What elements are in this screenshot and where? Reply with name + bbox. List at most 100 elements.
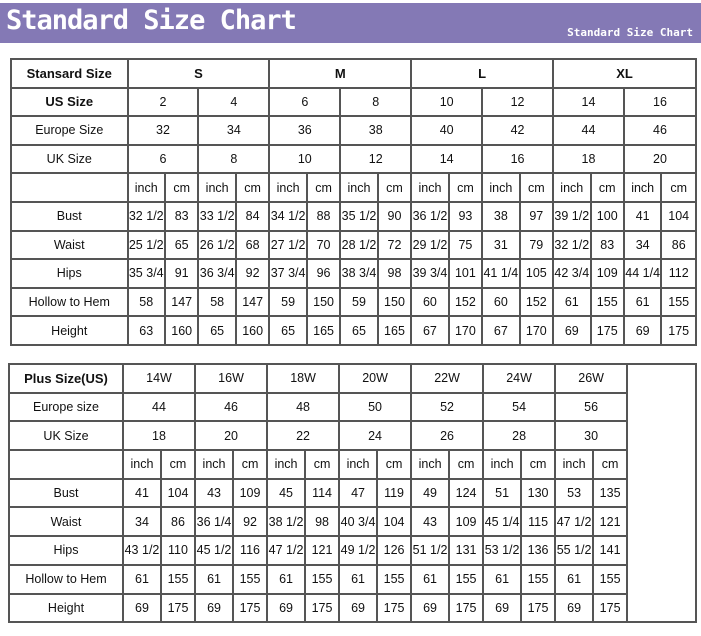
- measure-cell: 147: [234, 286, 271, 318]
- measure-cell: 38 3/4: [339, 258, 379, 289]
- size-cell: 48: [266, 391, 341, 423]
- measure-cell: 69: [194, 592, 235, 624]
- row-label: UK Size: [8, 420, 124, 452]
- measure-cell: 29 1/2: [410, 229, 450, 261]
- unit-header: cm: [376, 449, 413, 480]
- measure-cell: 44 1/4: [622, 258, 663, 289]
- measure-cell: 65: [339, 315, 379, 346]
- measure-cell: 67: [481, 315, 521, 346]
- measure-cell: 43: [410, 506, 451, 538]
- size-cell: 10: [268, 143, 342, 175]
- unit-header: cm: [520, 449, 557, 480]
- measure-cell: 25 1/2: [126, 229, 166, 261]
- measure-cell: 130: [520, 477, 557, 509]
- unit-header: cm: [159, 449, 197, 480]
- size-cell: 24: [338, 420, 413, 452]
- unit-header: cm: [163, 172, 200, 203]
- unit-header: inch: [481, 172, 521, 203]
- measure-cell: 70: [305, 229, 342, 261]
- size-row: UK Size 6 8 10 12 14 16 18 20: [10, 143, 698, 175]
- measure-cell: 61: [122, 563, 162, 595]
- size-cell: 6: [268, 86, 342, 118]
- measure-cell: 104: [376, 506, 413, 538]
- measure-cell: 26 1/2: [197, 229, 237, 261]
- measure-cell: 160: [234, 315, 271, 346]
- row-label: Hollow to Hem: [10, 286, 129, 318]
- unit-header: inch: [268, 172, 308, 203]
- unit-header: inch: [126, 172, 166, 203]
- unit-header: cm: [447, 172, 484, 203]
- measure-cell: 38: [481, 200, 521, 232]
- measure-cell: 75: [447, 229, 484, 261]
- size-cell: 56: [554, 391, 629, 423]
- measure-cell: 47 1/2: [266, 535, 307, 566]
- measure-cell: 160: [163, 315, 200, 346]
- size-cell: 12: [481, 86, 555, 118]
- measure-cell: 31: [481, 229, 521, 261]
- empty-cell: [8, 449, 124, 480]
- empty-column: [626, 362, 698, 624]
- measure-cell: 121: [304, 535, 341, 566]
- measure-cell: 61: [266, 563, 307, 595]
- measure-cell: 61: [554, 563, 595, 595]
- measure-cell: 155: [589, 286, 625, 318]
- standard-size-table: Stansard Size S M L XL US Size 2 4 6 8 10 12 14 16 Eur…: [10, 58, 698, 346]
- measure-cell: 150: [305, 286, 342, 318]
- size-cell: 32: [126, 115, 200, 146]
- measure-cell: 49 1/2: [338, 535, 379, 566]
- measure-cell: 69: [338, 592, 379, 624]
- measure-cell: 38 1/2: [266, 506, 307, 538]
- measure-cell: 69: [122, 592, 162, 624]
- measure-cell: 51 1/2: [410, 535, 451, 566]
- measure-cell: 96: [305, 258, 342, 289]
- size-cell: 8: [339, 86, 413, 118]
- unit-header: cm: [234, 172, 271, 203]
- measure-cell: 32 1/2: [126, 200, 166, 232]
- measure-cell: 69: [622, 315, 663, 346]
- header-banner: Standard Size Chart Standard Size Chart: [0, 3, 701, 43]
- unit-header: inch: [554, 449, 595, 480]
- size-cell: 16: [622, 86, 698, 118]
- measure-cell: 40 3/4: [338, 506, 379, 538]
- measure-cell: 175: [660, 315, 697, 346]
- size-cell: 20: [194, 420, 269, 452]
- measure-row: Bust 41 104 43 109 45 114 47 119 49 124 51 130 53 135: [8, 477, 696, 509]
- measure-cell: 34: [622, 229, 663, 261]
- measure-cell: 27 1/2: [268, 229, 308, 261]
- measure-row: Hollow to Hem 61 155 61 155 61 155 61 155 61 155 61…: [8, 563, 696, 595]
- unit-header: inch: [552, 172, 592, 203]
- measure-cell: 58: [126, 286, 166, 318]
- size-header: 20W: [338, 363, 413, 394]
- measure-cell: 41: [622, 200, 663, 232]
- measure-cell: 39 3/4: [410, 258, 450, 289]
- measure-cell: 98: [304, 506, 341, 538]
- unit-header: inch: [122, 449, 162, 480]
- measure-cell: 175: [232, 592, 269, 624]
- unit-header: inch: [194, 449, 235, 480]
- measure-cell: 147: [163, 286, 200, 318]
- unit-header: cm: [660, 172, 697, 203]
- measure-cell: 83: [589, 229, 625, 261]
- measure-row: Waist 25 1/2 65 26 1/2 68 27 1/2 70 28 1/2 72 29 …: [10, 229, 697, 261]
- measure-cell: 109: [448, 506, 485, 538]
- measure-cell: 165: [376, 315, 413, 346]
- row-label: Hollow to Hem: [8, 563, 124, 595]
- measure-cell: 60: [481, 286, 521, 318]
- measure-cell: 72: [376, 229, 413, 261]
- header-row: Plus Size(US) 14W 16W 18W 20W 22W 24W 26W: [8, 362, 698, 624]
- measure-cell: 63: [126, 315, 166, 346]
- size-cell: 14: [410, 143, 484, 175]
- measure-cell: 61: [482, 563, 523, 595]
- size-group-header: M: [268, 58, 413, 89]
- measure-row: Height 69 175 69 175 69 175 69 175 69 175 69 175 69 17…: [8, 592, 696, 624]
- measure-cell: 98: [376, 258, 413, 289]
- size-row: US Size 2 4 6 8 10 12 14 16: [10, 86, 698, 118]
- row-label: Hips: [10, 258, 129, 289]
- header-row: Stansard Size S M L XL: [10, 58, 697, 89]
- size-cell: 8: [197, 143, 271, 175]
- measure-cell: 155: [159, 563, 197, 595]
- measure-cell: 35 1/2: [339, 200, 379, 232]
- measure-cell: 45: [266, 477, 307, 509]
- row-label: Hips: [8, 535, 124, 566]
- size-cell: 44: [121, 391, 197, 423]
